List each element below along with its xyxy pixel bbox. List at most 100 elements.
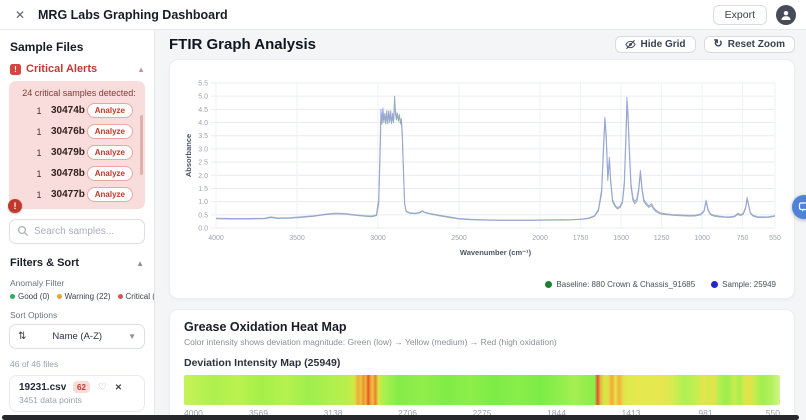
- export-button[interactable]: Export: [712, 4, 767, 25]
- svg-text:4.5: 4.5: [198, 107, 208, 114]
- alert-sample-id: 30478b: [51, 168, 85, 179]
- reset-zoom-button[interactable]: ↻ Reset Zoom: [703, 36, 795, 53]
- alerts-scrollbar[interactable]: [140, 115, 143, 175]
- close-icon[interactable]: ✕: [14, 7, 26, 22]
- alert-row: 1 30477b Analyze: [19, 187, 139, 202]
- svg-text:2.0: 2.0: [198, 173, 208, 180]
- alert-count: 1: [36, 189, 42, 200]
- svg-text:Absorbance: Absorbance: [184, 134, 193, 177]
- filter-warning-label: Warning (22): [64, 292, 111, 301]
- hide-grid-button[interactable]: Hide Grid: [614, 36, 696, 53]
- app-title: MRG Labs Graphing Dashboard: [38, 7, 228, 22]
- svg-text:5.0: 5.0: [198, 94, 208, 101]
- sort-arrows-icon: ⇅: [18, 331, 27, 342]
- svg-text:1750: 1750: [573, 235, 589, 242]
- legend-sample: Sample: 25949: [711, 280, 776, 289]
- svg-text:1.5: 1.5: [198, 186, 208, 193]
- eye-off-icon: [624, 39, 636, 50]
- sidebar-title: Sample Files: [10, 40, 84, 54]
- legend-sample-label: Sample: 25949: [722, 280, 776, 289]
- filter-warning[interactable]: Warning (22): [56, 292, 111, 301]
- heatmap-subtitle: Color intensity shows deviation magnitud…: [184, 337, 557, 347]
- person-icon: [781, 10, 791, 20]
- anomaly-filter-label: Anomaly Filter: [10, 278, 65, 288]
- alert-notification-badge: !: [8, 199, 22, 213]
- warning-dot-icon: [56, 294, 62, 299]
- chat-fab-button[interactable]: [792, 195, 806, 219]
- alert-sample-id: 30476b: [51, 126, 85, 137]
- filter-critical[interactable]: Critical (24): [117, 292, 155, 301]
- heatmap-tick: 2706: [398, 408, 417, 418]
- alert-count: 1: [36, 105, 42, 116]
- alert-count: 1: [36, 147, 42, 158]
- horizontal-scrollbar[interactable]: [2, 415, 799, 420]
- anomaly-filter-chips: Good (0) Warning (22) Critical (24): [10, 292, 154, 301]
- critical-alerts-panel: 24 critical samples detected: 1 30474b A…: [8, 81, 145, 213]
- analyze-button[interactable]: Analyze: [86, 124, 133, 139]
- alert-count: 1: [36, 168, 42, 179]
- analyze-button[interactable]: Analyze: [86, 187, 133, 202]
- heatmap-tick: 3569: [249, 408, 268, 418]
- svg-text:750: 750: [737, 235, 749, 242]
- heatmap-title: Grease Oxidation Heat Map: [184, 320, 347, 334]
- sort-dropdown[interactable]: ⇅ Name (A-Z) ▼: [9, 324, 145, 349]
- ftir-line-chart[interactable]: 0.0 0.5 1.0 1.5 2.0 2.5 3.0 3.5 4.0 4.5 5.0 5.5 4000…: [182, 70, 785, 272]
- sidebar: Sample Files ! Critical Alerts ▲ 24 crit…: [0, 30, 155, 420]
- hide-grid-label: Hide Grid: [640, 39, 686, 50]
- file-points: 3451 data points: [19, 395, 82, 405]
- svg-text:550: 550: [769, 235, 781, 242]
- file-count: 46 of 46 files: [10, 359, 59, 369]
- good-dot-icon: [10, 294, 15, 299]
- baseline-dot-icon: [545, 281, 553, 288]
- alert-row: 1 30479b Analyze: [19, 145, 139, 160]
- alert-summary: 24 critical samples detected:: [22, 88, 136, 98]
- svg-text:Wavenumber (cm⁻¹): Wavenumber (cm⁻¹): [460, 248, 532, 257]
- search-input[interactable]: [9, 219, 145, 244]
- user-avatar[interactable]: [776, 4, 796, 25]
- filters-sort-header[interactable]: Filters & Sort ▲: [10, 257, 144, 269]
- svg-text:5.5: 5.5: [198, 81, 208, 88]
- heatmap-tick: 981: [698, 408, 713, 418]
- file-row[interactable]: 19231.csv 62 ♡ ✕ 3451 data points: [9, 375, 145, 412]
- chevron-down-icon: ▼: [128, 332, 136, 341]
- top-bar: ✕ MRG Labs Graphing Dashboard Export: [0, 0, 806, 30]
- analyze-button[interactable]: Analyze: [86, 103, 133, 118]
- alert-sample-id: 30479b: [51, 147, 85, 158]
- alert-sample-id: 30477b: [51, 189, 85, 200]
- svg-text:0.0: 0.0: [198, 226, 208, 233]
- legend-baseline-label: Baseline: 880 Crown & Chassis_91685: [556, 280, 696, 289]
- deviation-heatmap-bar[interactable]: [184, 375, 780, 405]
- chevron-up-icon[interactable]: ▲: [136, 258, 144, 268]
- analyze-button[interactable]: Analyze: [86, 145, 133, 160]
- main-panel: FTIR Graph Analysis Hide Grid ↻ Reset Zo…: [155, 30, 806, 420]
- remove-icon[interactable]: ✕: [114, 381, 122, 392]
- svg-text:4.0: 4.0: [198, 120, 208, 127]
- heatmap-tick: 2275: [472, 408, 492, 418]
- filter-critical-label: Critical (24): [125, 292, 155, 301]
- heatmap-tick: 4000: [184, 408, 203, 418]
- alert-row: 1 30478b Analyze: [19, 166, 139, 181]
- critical-alerts-title: Critical Alerts: [26, 63, 98, 75]
- heatmap-tick: 550: [765, 408, 780, 418]
- alert-sample-id: 30474b: [51, 105, 85, 116]
- sort-value: Name (A-Z): [52, 331, 103, 342]
- sort-options-label: Sort Options: [10, 310, 58, 320]
- heart-icon[interactable]: ♡: [97, 381, 107, 393]
- critical-dot-icon: [117, 294, 123, 299]
- alert-icon: !: [10, 63, 21, 75]
- svg-text:1000: 1000: [694, 235, 710, 242]
- ftir-chart-card: 0.0 0.5 1.0 1.5 2.0 2.5 3.0 3.5 4.0 4.5 5.0 5.5 4000…: [169, 59, 795, 299]
- svg-text:3000: 3000: [370, 235, 386, 242]
- analyze-button[interactable]: Analyze: [86, 166, 133, 181]
- chat-bubble-icon: [798, 202, 806, 212]
- alert-row: 1 30474b Analyze: [19, 103, 139, 118]
- chevron-up-icon[interactable]: ▲: [137, 64, 145, 74]
- filters-sort-title: Filters & Sort: [10, 257, 80, 269]
- filter-good[interactable]: Good (0): [10, 292, 50, 301]
- page-title: FTIR Graph Analysis: [169, 36, 316, 53]
- filter-good-label: Good (0): [18, 292, 50, 301]
- sample-dot-icon: [711, 281, 719, 288]
- alert-row: 1 30476b Analyze: [19, 124, 139, 139]
- critical-alerts-header[interactable]: ! Critical Alerts ▲: [10, 63, 145, 75]
- heatmap-map-title: Deviation Intensity Map (25949): [184, 357, 341, 369]
